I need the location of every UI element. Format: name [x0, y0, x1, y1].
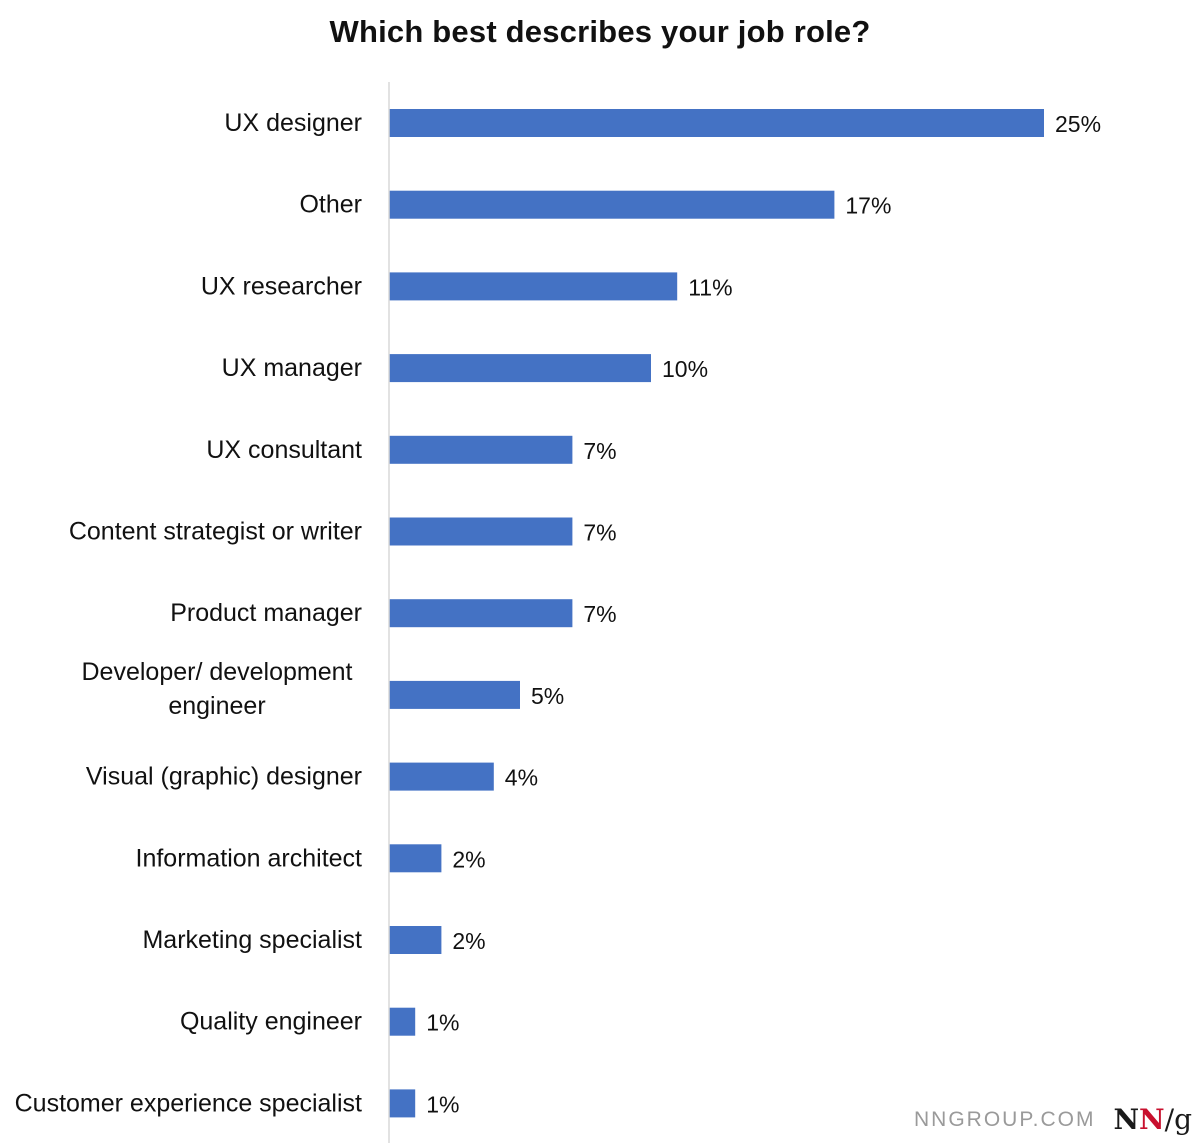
- bar-8: [389, 762, 494, 791]
- category-label-1: Other: [299, 191, 362, 219]
- category-label-6: Product manager: [170, 599, 362, 627]
- value-label-11: 1%: [426, 1010, 459, 1036]
- bars-layer: [389, 109, 1044, 1118]
- value-label-6: 7%: [583, 601, 616, 627]
- value-label-9: 2%: [452, 846, 485, 872]
- value-label-3: 10%: [662, 356, 708, 382]
- category-labels-layer: UX designer Other UX researcher UX manager U…: [15, 109, 362, 1117]
- category-label-11: Quality engineer: [180, 1008, 362, 1036]
- value-label-12: 1%: [426, 1091, 459, 1117]
- category-label-3: UX manager: [222, 354, 362, 382]
- value-label-5: 7%: [583, 520, 616, 546]
- category-label-10: Marketing specialist: [142, 926, 362, 954]
- bar-4: [389, 435, 573, 464]
- bar-0: [389, 109, 1044, 137]
- value-label-2: 11%: [688, 274, 732, 300]
- bar-10: [389, 926, 442, 954]
- category-label-7: Developer/ development engineer: [82, 658, 353, 720]
- logo-slash-g: /g: [1164, 1103, 1192, 1136]
- value-label-4: 7%: [583, 438, 616, 464]
- category-label-2: UX researcher: [201, 272, 362, 300]
- bar-3: [389, 354, 651, 383]
- category-label-0: UX designer: [224, 109, 362, 137]
- bar-12: [389, 1089, 416, 1118]
- category-label-9: Information architect: [136, 844, 363, 872]
- bar-11: [389, 1007, 416, 1036]
- value-labels-layer: 25% 17% 11% 10% 7% 7% 7% 5% 4% 2% 2% 1% 1%: [426, 111, 1101, 1117]
- bar-9: [389, 844, 442, 873]
- chart-title: Which best describes your job role?: [329, 14, 871, 49]
- watermark: NNGROUP.COM N N /g: [914, 1103, 1192, 1137]
- bar-7: [389, 680, 520, 709]
- value-label-10: 2%: [452, 928, 485, 954]
- bar-2: [389, 272, 678, 301]
- category-label-7-line-1: engineer: [168, 692, 265, 720]
- bar-6: [389, 599, 573, 628]
- category-label-4: UX consultant: [206, 436, 362, 464]
- category-label-5: Content strategist or writer: [69, 518, 362, 546]
- value-label-0: 25%: [1055, 111, 1101, 137]
- bar-5: [389, 517, 573, 546]
- category-label-12: Customer experience specialist: [15, 1089, 362, 1117]
- value-label-7: 5%: [531, 683, 564, 709]
- value-label-1: 17%: [845, 193, 891, 219]
- site-url-text: NNGROUP.COM: [913, 1108, 1096, 1131]
- nng-logo: N N /g: [1113, 1106, 1192, 1134]
- logo-letter-n1: N: [1113, 1103, 1140, 1136]
- logo-letter-n2: N: [1139, 1103, 1165, 1136]
- category-label-8: Visual (graphic) designer: [86, 763, 362, 791]
- category-label-7-line-0: Developer/ development: [82, 658, 353, 686]
- bar-1: [389, 190, 835, 219]
- value-label-8: 4%: [505, 765, 538, 791]
